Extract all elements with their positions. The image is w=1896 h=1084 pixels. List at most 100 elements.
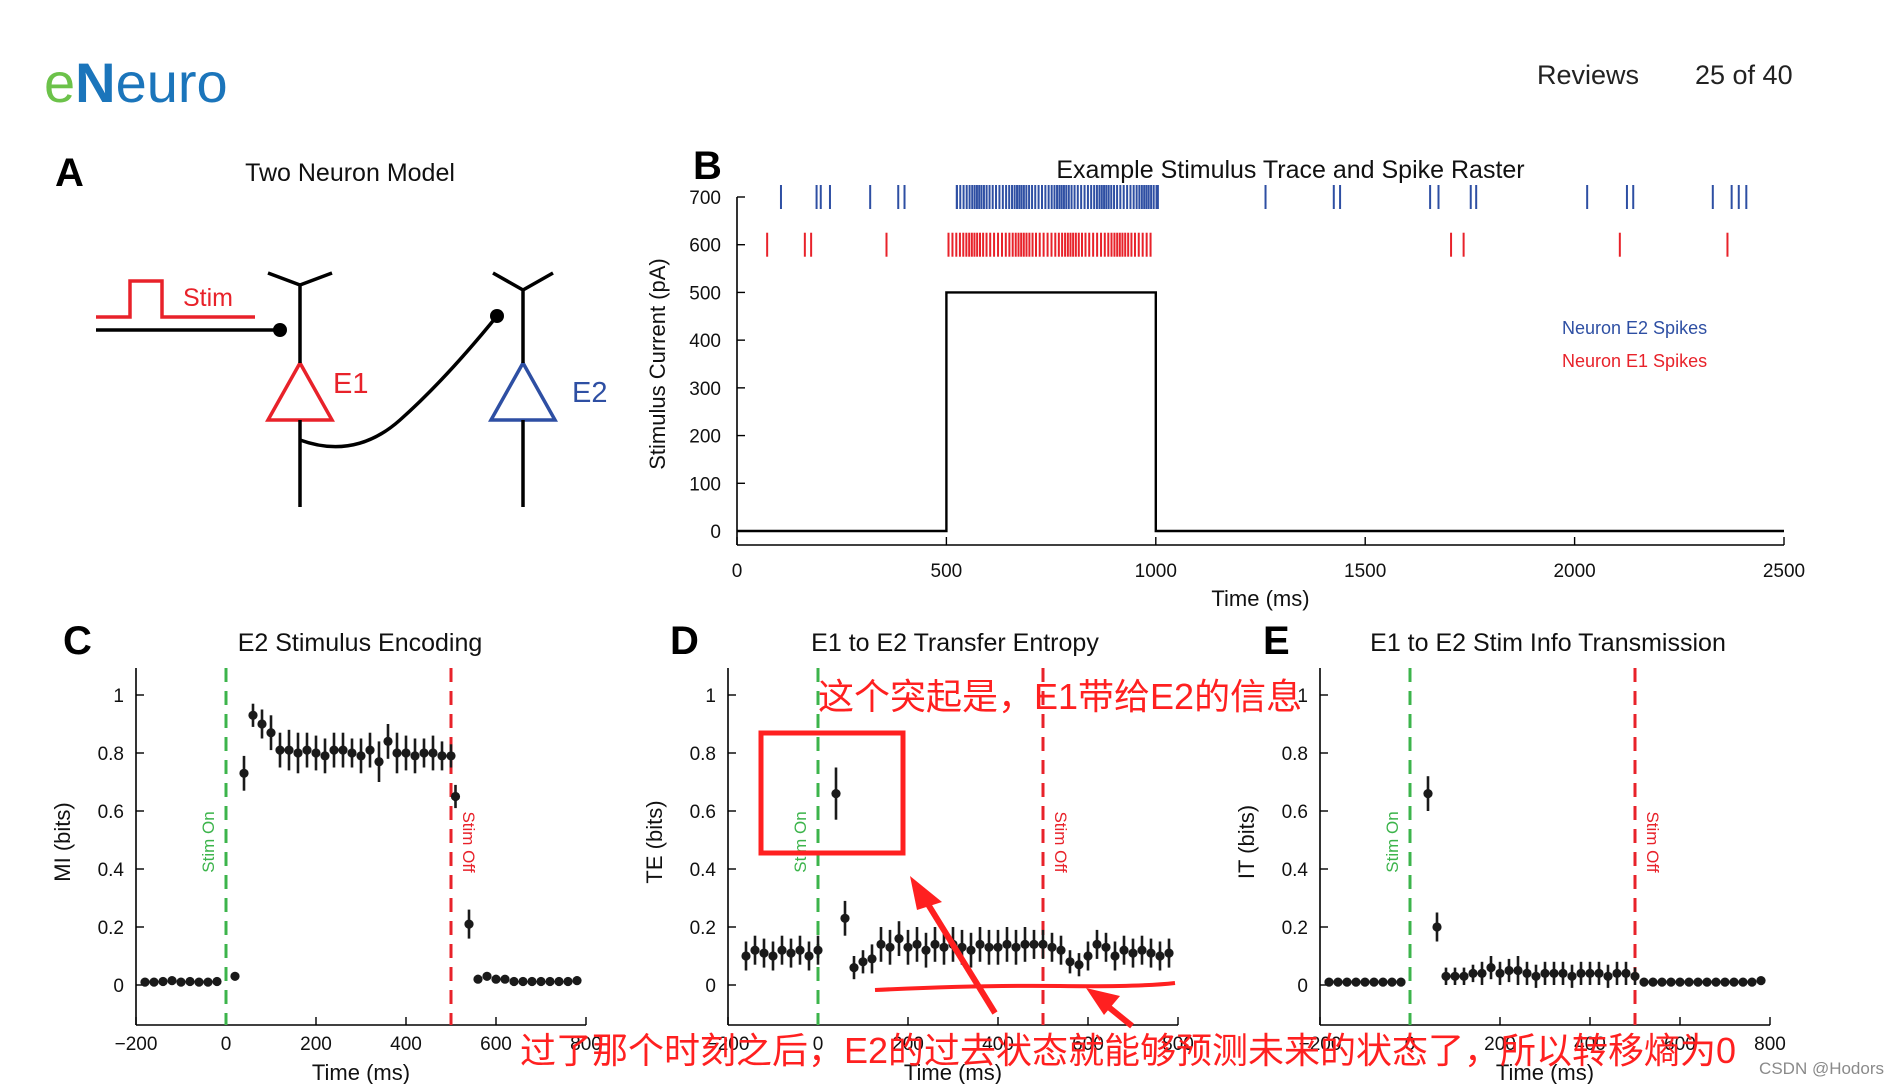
x-tick-label: 2500	[1763, 561, 1805, 582]
y-tick-label: 0.8	[690, 744, 716, 765]
data-point	[428, 748, 438, 758]
data-point	[993, 942, 1003, 952]
data-point	[1720, 977, 1730, 987]
x-tick-label: 0	[1405, 1034, 1416, 1055]
data-point	[957, 942, 967, 952]
y-tick-label: 0.4	[98, 860, 125, 881]
journal-logo[interactable]: eNeuro	[44, 51, 228, 114]
data-point	[1029, 939, 1039, 950]
data-point	[1612, 968, 1622, 979]
watermark: CSDN @Hodors	[1759, 1059, 1884, 1078]
y-tick-label: 0	[1297, 976, 1308, 997]
data-point	[194, 977, 204, 987]
svg-text:eNeuro: eNeuro	[44, 51, 228, 114]
data-point	[356, 751, 366, 761]
data-point	[1441, 971, 1451, 981]
y-tick-label: 500	[689, 283, 721, 304]
x-tick-label: 600	[480, 1034, 512, 1055]
x-tick-label: 2000	[1553, 561, 1595, 582]
y-tick-label: 0.2	[690, 918, 716, 939]
data-point	[401, 748, 411, 758]
panel-c-chart: E2 Stimulus Encoding 0 0.2 0.4 0.6 0.8 1 −200 0 2…	[50, 629, 602, 1084]
x-tick-label: 0	[221, 1034, 232, 1055]
data-point	[759, 948, 769, 958]
data-point	[1020, 939, 1030, 950]
data-point	[1155, 951, 1165, 961]
e1-synapse	[273, 323, 287, 337]
x-tick-label: 200	[892, 1034, 924, 1055]
data-point	[795, 945, 805, 955]
two-neuron-diagram: Stim E1 E2	[96, 271, 607, 507]
data-point	[410, 751, 420, 761]
e2-dendrites	[492, 271, 554, 315]
data-point	[777, 945, 787, 955]
data-point	[1065, 957, 1075, 967]
data-point	[930, 939, 940, 950]
data-point	[786, 948, 796, 958]
data-point	[284, 745, 294, 755]
y-tick-label: 200	[689, 427, 721, 448]
data-point	[1369, 977, 1379, 987]
panel-e-letter: E	[1263, 619, 1290, 663]
data-point	[149, 977, 159, 987]
data-point	[1540, 968, 1550, 979]
y-tick-label: 0.8	[98, 744, 124, 765]
data-point	[894, 934, 904, 944]
data-point	[1603, 971, 1613, 981]
y-tick-label: 600	[689, 236, 721, 257]
data-point	[176, 977, 186, 987]
data-point	[293, 748, 303, 758]
y-axis-label: IT (bits)	[1234, 805, 1259, 879]
data-point	[437, 751, 447, 761]
stim-marker-label: Stim On	[199, 811, 218, 872]
data-point	[1459, 971, 1469, 981]
x-tick-label: 200	[1484, 1034, 1516, 1055]
data-point	[527, 976, 537, 987]
stim-pulse	[96, 279, 255, 319]
data-point	[1684, 977, 1694, 987]
panel-d-chart: E1 to E2 Transfer Entropy 0 0.2 0.4 0.6 0.8 1 −…	[642, 629, 1194, 1084]
data-point	[858, 957, 868, 967]
highlight-box	[758, 730, 906, 856]
data-point	[572, 976, 582, 986]
data-point	[1432, 922, 1442, 932]
data-point	[1666, 977, 1676, 987]
data-point	[750, 945, 760, 955]
data-point	[392, 748, 402, 758]
annotations: 这个突起是，E1带给E2的信息 过了那个时刻之后，E2的过去状态就能够预测未来的…	[520, 676, 1736, 1071]
data-point	[446, 751, 456, 761]
data-point	[912, 939, 922, 950]
data-point	[1567, 971, 1577, 981]
data-point	[1639, 977, 1649, 987]
legend-entry: Neuron E2 Spikes	[1562, 318, 1707, 338]
data-point	[509, 976, 519, 987]
data-point	[1351, 977, 1361, 987]
x-tick-label: 600	[1072, 1034, 1104, 1055]
data-point	[1585, 968, 1595, 979]
data-point	[1693, 977, 1703, 987]
data-point	[1083, 951, 1093, 961]
data-point	[554, 976, 564, 987]
data-point	[473, 974, 483, 984]
data-point	[1074, 960, 1084, 970]
x-tick-label: 800	[570, 1034, 602, 1055]
data-point	[1128, 948, 1138, 958]
y-tick-label: 300	[689, 379, 721, 400]
stim-marker-label: Stim On	[1383, 811, 1402, 872]
data-point	[347, 748, 357, 758]
y-tick-label: 0	[710, 522, 721, 543]
y-axis-label: TE (bits)	[642, 800, 667, 883]
data-point	[500, 974, 510, 984]
x-tick-label: 800	[1754, 1034, 1786, 1055]
panel-c-letter: C	[63, 619, 92, 663]
panel-a-title: Two Neuron Model	[245, 159, 455, 187]
data-point	[257, 719, 267, 729]
data-point	[338, 745, 348, 755]
x-tick-label: 1500	[1344, 561, 1386, 582]
data-point	[849, 963, 859, 973]
y-tick-label: 0	[113, 976, 124, 997]
y-tick-label: 1	[113, 686, 124, 707]
data-point	[966, 945, 976, 955]
logo-rest: euro	[116, 51, 228, 114]
